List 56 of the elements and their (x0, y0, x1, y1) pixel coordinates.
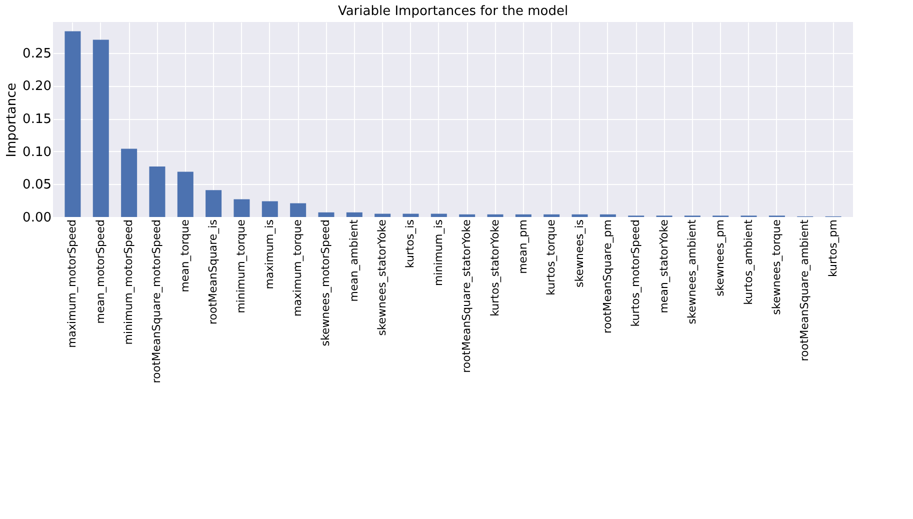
x-tick-label: minimum_motorSpeed (122, 220, 136, 345)
x-tick-label: kurtos_is (404, 219, 417, 268)
x-tick-label: skewnees_ambient (685, 218, 698, 324)
x-tick-label: mean_motorSpeed (94, 220, 107, 324)
bar (121, 148, 138, 217)
y-tick-label: 0.20 (22, 79, 52, 94)
x-tick-label: rootMeanSquare_motorSpeed (150, 220, 164, 384)
x-tick-label: kurtos_statorYoke (488, 219, 502, 316)
bar (600, 214, 616, 217)
bar (515, 214, 532, 217)
bar (402, 214, 419, 217)
bar (262, 201, 278, 217)
bar (572, 214, 588, 217)
x-tick-label: skewnees_motorSpeed (319, 220, 332, 346)
bar (430, 214, 447, 217)
x-tick-label: rootMeanSquare_is (206, 219, 220, 325)
bar (64, 31, 81, 217)
y-tick-label: 0.05 (22, 178, 52, 193)
bar (177, 172, 194, 217)
bar (290, 203, 306, 217)
x-tick-label: maximum_torque (291, 219, 304, 317)
x-tick-label: mean_pm (516, 220, 530, 274)
bar (234, 199, 250, 217)
x-tick-label: mean_torque (178, 219, 192, 292)
y-tick-label: 0.00 (22, 210, 52, 226)
x-tick-label: skewnees_torque (770, 219, 783, 315)
x-tick-label: rootMeanSquare_pm (600, 220, 614, 334)
y-tick-label: 0.15 (22, 112, 52, 128)
x-tick-label: maximum_motorSpeed (66, 220, 79, 348)
bar (346, 212, 362, 217)
bar (206, 190, 222, 217)
x-tick-label: rootMeanSquare_statorYoke (460, 219, 474, 373)
x-tick-label: kurtos_motorSpeed (629, 220, 642, 327)
x-tick-label: maximum_is (262, 219, 276, 290)
y-tick-label: 0.10 (22, 144, 52, 160)
bar (318, 212, 334, 217)
x-tick-label: skewnees_is (572, 219, 586, 288)
bar (92, 40, 109, 217)
x-tick-label: rootMeanSquare_ambient (798, 218, 812, 362)
x-tick-label: skewnees_statorYoke (376, 219, 389, 336)
x-tick-label: skewnees_pm (714, 220, 727, 296)
x-tick-label: kurtos_ambient (742, 218, 755, 305)
bar (374, 214, 391, 217)
bar (544, 214, 560, 217)
x-tick-label: mean_ambient (347, 218, 360, 302)
bar (487, 214, 504, 217)
y-axis-title: Importance (4, 82, 20, 158)
x-tick-label: kurtos_pm (826, 220, 840, 277)
x-tick-label: kurtos_torque (544, 219, 558, 296)
x-tick-label: minimum_is (432, 219, 445, 286)
bar (459, 214, 476, 217)
y-tick-label: 0.25 (22, 46, 52, 62)
bar (149, 166, 166, 217)
x-tick-label: mean_statorYoke (657, 219, 670, 314)
chart-title: Variable Importances for the model (338, 4, 568, 19)
x-tick-label: minimum_torque (234, 219, 248, 314)
